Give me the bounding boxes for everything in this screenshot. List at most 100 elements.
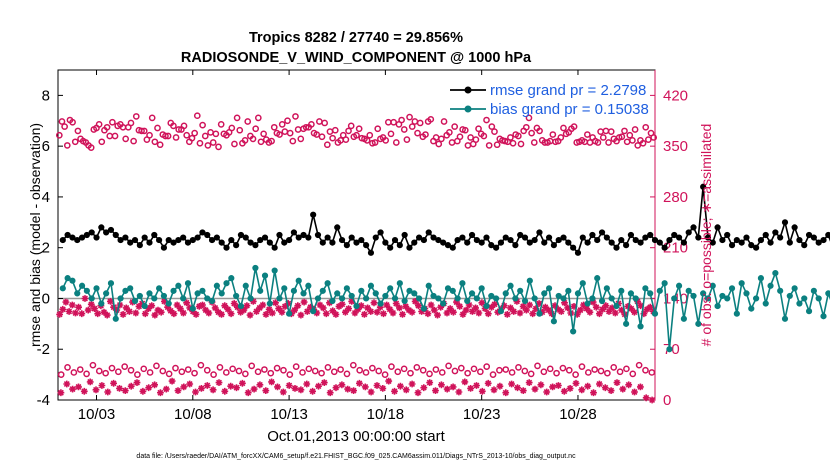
obs_assimilated_low-point <box>256 381 264 389</box>
x-tick-label: 10/08 <box>174 406 212 423</box>
bias-point <box>348 292 355 300</box>
bias-point <box>536 310 543 317</box>
obs_possible_high-point <box>308 121 315 128</box>
obs_assimilated_high-point <box>221 302 229 310</box>
obs_possible_high-point <box>71 138 79 146</box>
rmse-point <box>805 231 813 239</box>
obs_assimilated_high-point <box>386 305 394 313</box>
obs_possible_high-point <box>475 125 482 133</box>
bias-point <box>656 287 663 294</box>
obs_possible_high-point <box>491 128 498 135</box>
obs_assimilated_low-point <box>69 385 76 393</box>
bias-point <box>526 277 533 284</box>
obs_assimilated_low-point <box>279 388 287 396</box>
bias-point <box>271 267 278 274</box>
rmse-point <box>719 236 726 244</box>
obs_assimilated_high-point <box>338 300 346 308</box>
obs_assimilated_high-point <box>624 303 632 310</box>
obs_assimilated_high-point <box>373 308 381 316</box>
obs_possible_high-point <box>560 124 567 132</box>
bias-point <box>825 290 830 297</box>
obs_possible_low-point <box>261 366 268 373</box>
obs_assimilated_high-point <box>243 302 251 310</box>
obs_possible_high-point <box>371 139 379 146</box>
rmse-point <box>801 242 808 249</box>
rmse-point <box>266 239 273 246</box>
obs_assimilated_high-point <box>469 308 476 315</box>
rmse-point <box>88 229 95 236</box>
obs_possible_high-point <box>61 123 68 130</box>
rmse-point <box>372 234 379 241</box>
bias-point <box>454 295 461 302</box>
obs_assimilated_high-point <box>475 309 483 317</box>
rmse-point <box>550 242 557 249</box>
rmse-point <box>348 234 355 241</box>
bias-point <box>555 292 562 300</box>
rmse-point <box>502 234 509 241</box>
bias-point <box>396 280 403 287</box>
bias-point <box>334 290 341 297</box>
obs_possible_low-point <box>470 365 478 373</box>
bias-point <box>387 285 394 292</box>
rmse-point <box>98 224 105 231</box>
rmse-point <box>642 234 649 241</box>
bias-point <box>531 295 538 302</box>
obs_assimilated_low-point <box>209 386 217 394</box>
obs_assimilated_low-point <box>385 377 393 385</box>
obs_possible_high-point <box>199 121 206 129</box>
obs_possible_low-point <box>584 369 592 376</box>
legend-bias-label: bias grand pr = 0.15038 <box>490 101 649 118</box>
obs_possible_low-point <box>521 367 529 375</box>
obs_possible_high-point <box>109 118 116 126</box>
obs_assimilated_high-point <box>523 306 530 314</box>
obs_assimilated_low-point <box>438 381 445 389</box>
bias-point <box>507 282 514 289</box>
obs_assimilated_low-point <box>361 383 369 391</box>
obs_possible_high-point <box>217 121 225 128</box>
rmse-point <box>478 239 485 246</box>
obs_assimilated_high-point <box>199 301 206 309</box>
obs_possible_low-point <box>464 369 471 377</box>
obs_assimilated_high-point <box>68 301 76 309</box>
obs_possible_low-point <box>635 361 643 369</box>
bias-point <box>146 290 153 297</box>
obs_possible_high-point <box>257 138 265 146</box>
bias-point <box>117 295 124 302</box>
obs_assimilated_high-point <box>138 300 146 307</box>
obs_possible_high-point <box>87 144 95 151</box>
bias-point <box>700 290 707 297</box>
bias-point <box>233 292 240 300</box>
obs_possible_low-point <box>432 366 440 373</box>
obs_assimilated_high-point <box>599 305 606 313</box>
bias-point <box>541 290 548 297</box>
bias-point <box>757 275 765 282</box>
obs_possible_high-point <box>390 118 397 126</box>
rmse-point <box>767 239 774 246</box>
bias-point <box>435 295 442 302</box>
rmse-point <box>565 239 572 246</box>
obs_assimilated_low-point <box>262 387 270 394</box>
rmse-point <box>772 229 779 236</box>
obs_assimilated_high-point <box>532 305 540 312</box>
obs_possible_low-point <box>210 371 217 378</box>
obs_possible_high-point <box>132 113 140 120</box>
rmse-point <box>78 234 86 241</box>
y-right-tick-label: 350 <box>663 138 688 155</box>
x-tick-label: 10/28 <box>559 406 597 423</box>
obs_possible_low-point <box>419 366 427 374</box>
obs_assimilated_low-point <box>596 380 603 388</box>
obs_possible_high-point <box>122 135 130 143</box>
obs_assimilated_high-point <box>516 309 524 317</box>
rmse-point <box>358 236 365 244</box>
obs_possible_high-point <box>55 131 63 139</box>
bias-point <box>257 287 264 294</box>
obs_possible_high-point <box>345 127 352 135</box>
obs_assimilated_high-point <box>164 303 171 311</box>
rmse-point <box>473 236 480 244</box>
obs_possible_high-point <box>209 139 217 146</box>
rmse-point <box>204 231 211 239</box>
obs_assimilated_high-point <box>396 304 403 312</box>
rmse-point <box>83 231 90 239</box>
obs_possible_high-point <box>347 122 355 130</box>
obs_assimilated_low-point <box>367 388 375 396</box>
